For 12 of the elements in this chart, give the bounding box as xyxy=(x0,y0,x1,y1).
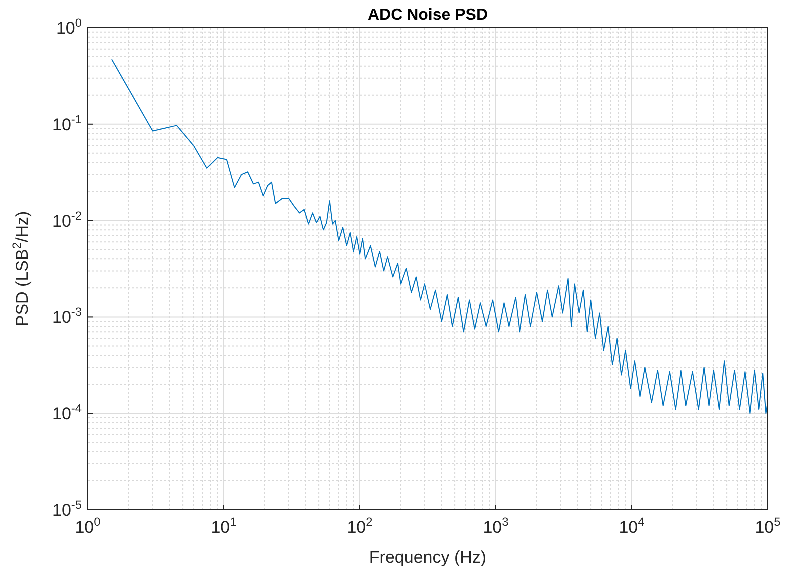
y-tick-label: 10$^{-3}$ xyxy=(52,305,82,328)
x-axis-title: Frequency (Hz) xyxy=(369,548,487,567)
y-tick-label: 10$^{-2}$ xyxy=(52,208,82,231)
x-tick-label: 10$^{1}$ xyxy=(211,515,238,537)
x-tick-label: 10$^{3}$ xyxy=(483,515,510,537)
x-tick-label: 10$^{2}$ xyxy=(347,515,374,537)
x-tick-label: 10$^{5}$ xyxy=(755,515,782,537)
y-tick-label: 10$^{-4}$ xyxy=(52,402,82,424)
chart-title: ADC Noise PSD xyxy=(368,7,488,24)
y-tick-label: 10$^{-1}$ xyxy=(52,112,82,134)
y-tick-label: 10$^{0}$ xyxy=(56,16,82,38)
x-tick-label: 10$^{4}$ xyxy=(619,515,646,537)
